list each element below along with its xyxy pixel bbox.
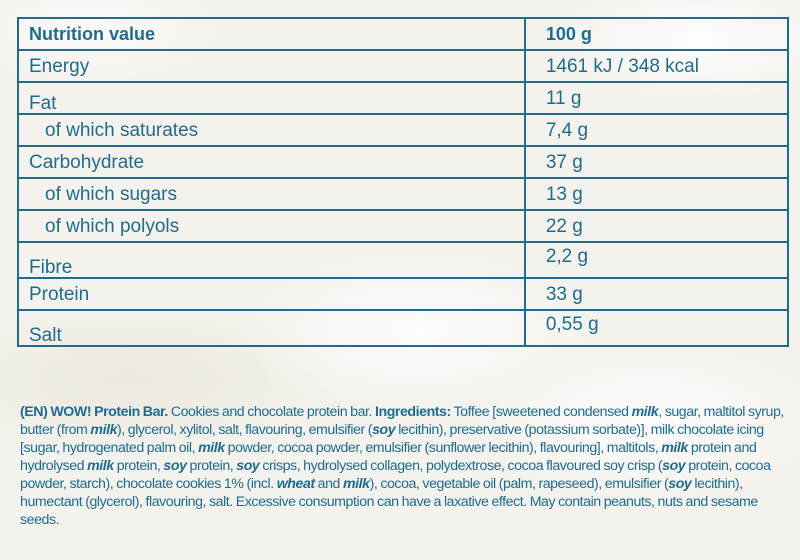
header-name-cell: Nutrition value xyxy=(17,17,526,51)
header-value-cell: 100 g xyxy=(523,17,790,51)
nutrient-value: 7,4 g xyxy=(523,113,790,147)
table-row-carbohydrate: Carbohydrate 37 g xyxy=(17,145,790,179)
table-row-fat: Fat 11 g xyxy=(17,81,790,115)
ingredients-fragment: lecithin), preservative (potassium sorba… xyxy=(20,422,764,456)
nutrient-value: 2,2 g xyxy=(523,241,790,279)
nutrient-name: Salt xyxy=(17,309,526,347)
nutrient-name: Fat xyxy=(17,81,526,115)
table-row-protein: Protein 33 g xyxy=(17,277,790,311)
nutrient-name: Carbohydrate xyxy=(17,145,526,179)
nutrient-value: 0,55 g xyxy=(523,309,790,347)
ingredients-fragment: protein, cocoa powder, starch), chocolat… xyxy=(20,458,771,492)
table-row-polyols: of which polyols 22 g xyxy=(17,209,790,243)
ingredients-fragment: ), cocoa, vegetable oil (palm, rapeseed)… xyxy=(369,476,669,492)
nutrient-name: Energy xyxy=(17,49,526,83)
nutrient-value: 33 g xyxy=(523,277,790,311)
ingredients-fragment: crisps, hydrolysed collagen, polydextros… xyxy=(259,458,663,474)
allergen: milk xyxy=(631,404,659,420)
ingredients-fragment: , sugar, maltitol syrup, butter (from xyxy=(20,404,784,438)
allergen: soy xyxy=(163,458,187,474)
ingredients-fragment: lecithin), humectant (glycerol), flavour… xyxy=(20,476,758,528)
allergen: soy xyxy=(372,422,396,438)
ingredients-label: Ingredients: xyxy=(374,404,451,420)
nutrient-value: 22 g xyxy=(523,209,790,243)
ingredients-text: (EN) WOW! Protein Bar. Cookies and choco… xyxy=(20,403,790,529)
ingredients-fragment: protein, xyxy=(186,458,237,474)
ingredients-fragment: protein and hydrolysed xyxy=(20,440,757,474)
allergen: wheat xyxy=(276,476,315,492)
table-header-row: Nutrition value 100 g xyxy=(17,17,790,51)
ingredients-fragment: powder, cocoa powder, emulsifier (sunflo… xyxy=(224,440,662,456)
nutrient-name: of which polyols xyxy=(17,209,526,243)
ingredients-fragment: ), glycerol, xylitol, salt, flavouring, … xyxy=(117,422,373,438)
allergen: soy xyxy=(668,476,692,492)
table-row-energy: Energy 1461 kJ / 348 kcal xyxy=(17,49,790,83)
nutrient-name: Fibre xyxy=(17,241,526,279)
table-row-sugars: of which sugars 13 g xyxy=(17,177,790,211)
allergen: milk xyxy=(661,440,688,456)
allergen: milk xyxy=(87,458,114,474)
allergen: soy xyxy=(236,458,260,474)
allergen: milk xyxy=(198,440,225,456)
nutrient-name: Protein xyxy=(17,277,526,311)
nutrition-table: Nutrition value 100 g Energy 1461 kJ / 3… xyxy=(17,17,790,347)
table-row-fibre: Fibre 2,2 g xyxy=(17,241,790,279)
nutrient-value: 37 g xyxy=(523,145,790,179)
allergen: soy xyxy=(662,458,686,474)
nutrient-value: 13 g xyxy=(523,177,790,211)
product-description: Cookies and chocolate protein bar. xyxy=(167,404,375,420)
nutrient-value: 11 g xyxy=(523,81,790,115)
ingredients-fragment: Toffee [sweetened condensed xyxy=(450,404,632,420)
product-name: (EN) WOW! Protein Bar. xyxy=(20,404,168,420)
nutrient-value: 1461 kJ / 348 kcal xyxy=(523,49,790,83)
table-row-salt: Salt 0,55 g xyxy=(17,309,790,347)
nutrient-name: of which sugars xyxy=(17,177,526,211)
table-row-saturates: of which saturates 7,4 g xyxy=(17,113,790,147)
ingredients-fragment: and xyxy=(314,476,343,492)
ingredients-fragment: protein, xyxy=(113,458,164,474)
allergen: milk xyxy=(90,422,118,438)
nutrient-name: of which saturates xyxy=(17,113,526,147)
allergen: milk xyxy=(342,476,370,492)
